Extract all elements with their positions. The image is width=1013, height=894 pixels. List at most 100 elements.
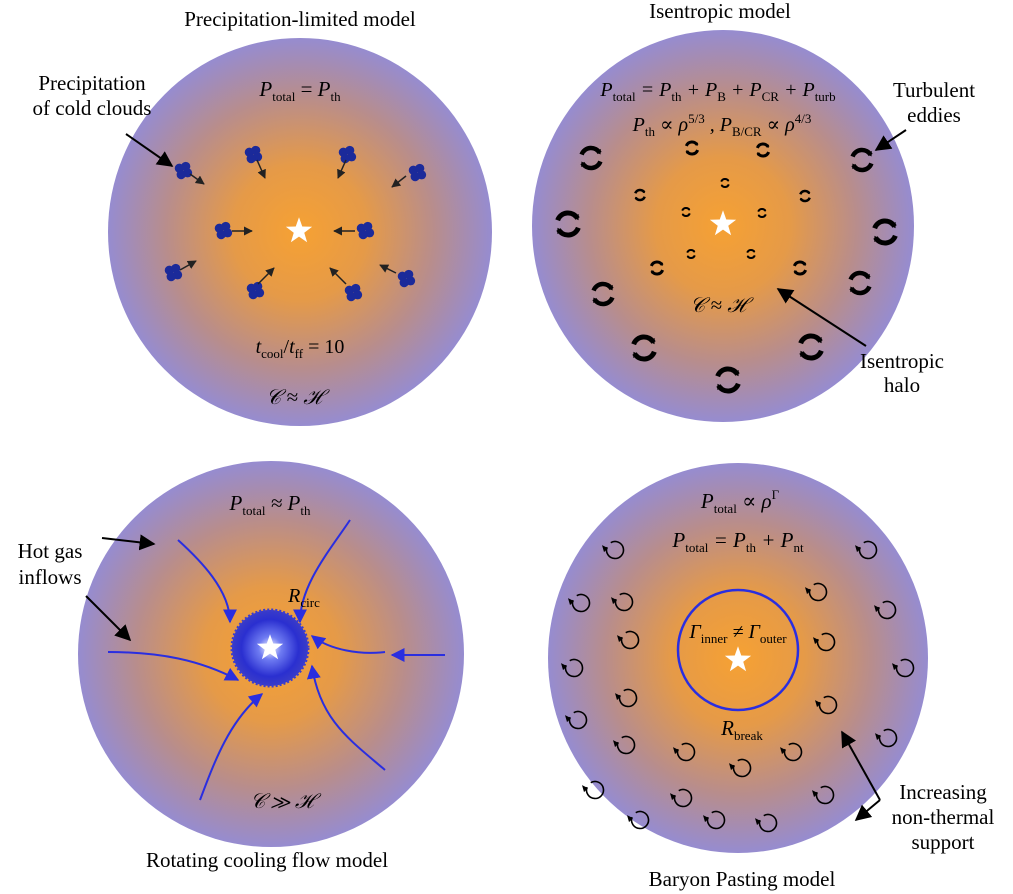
panel-baryon-pasting: Ptotal ∝ ρΓ Ptotal = Pth + Pnt Γinner ≠ … [548,463,994,891]
title-isentropic: Isentropic model [649,0,791,23]
eddy-icon [634,188,646,202]
inflow-stream [177,539,237,624]
inflow-stream [310,635,386,654]
gamma-inner-outer: Γinner ≠ Γouter [688,621,787,646]
eddy-icon [617,630,640,650]
eddy-icon [555,210,581,238]
eddy-icon [673,742,696,762]
eddy-icon [792,260,808,276]
callout-support-line3: support [912,830,975,854]
eddy-icon [874,600,897,620]
callout-arrow [125,133,174,167]
eddy-icon [615,688,638,708]
callout-inflows-line2: inflows [19,565,82,589]
eq-baryon-pressure: Ptotal = Pth + Pnt [671,528,804,555]
eddy-icon [561,658,584,678]
eddy-icon [805,582,828,602]
arrow [189,173,205,185]
eddy-icon [729,758,752,778]
eddy-icon [684,140,700,156]
eq-baryon-scaling: Ptotal ∝ ρΓ [700,487,780,516]
arrow [329,267,347,285]
eddy-icon [872,218,898,246]
eq-cooling-flow: Ptotal ≈ Pth [229,491,311,518]
turbulent-eddies [555,140,898,394]
callout-arrow [841,730,881,801]
balance-isentropic: 𝒞 ≈ ℋ [690,293,754,317]
eddy-icon [757,208,767,218]
eddy-icon [720,178,730,188]
eddy-icon [799,189,811,203]
arrow [379,264,397,274]
inflow-streams [107,519,445,801]
rcirc-label: Rcirc [287,585,320,610]
arrow [179,260,197,271]
eddy-icon [670,788,693,808]
title-baryon-pasting: Baryon Pasting model [649,867,836,891]
inflow-stream [306,664,386,771]
eddy-icon [850,147,874,173]
eddy-icon [755,813,778,833]
eddy-icon [892,658,915,678]
eddy-icon [649,260,665,276]
balance-precipitation: 𝒞 ≈ ℋ [266,385,330,409]
callout-support-line1: Increasing [899,780,987,804]
callout-arrow [101,534,156,551]
eddy-icon [875,728,898,748]
eddy-icon [755,142,771,158]
eddy-icon [591,281,615,307]
callout-halo-line1: Isentropic [860,349,944,373]
eddy-icon [565,710,588,730]
cooling-ratio: tcool/tff = 10 [256,336,345,361]
callout-clouds-line1: Precipitation [38,71,146,95]
eddy-icon [815,695,838,715]
inflow-stream [199,693,264,801]
eq-precipitation: Ptotal = Pth [258,77,341,104]
eddy-icon [798,333,824,361]
eddy-icon [568,593,591,613]
eddy-icon [631,334,657,362]
callout-eddies-line2: eddies [907,103,961,127]
callout-arrow [874,129,907,151]
eddy-icon [703,810,726,830]
callout-arrow [854,799,881,822]
arrow [256,159,266,179]
rbreak-label: Rbreak [720,716,763,743]
arrow [391,175,407,188]
inflow-stream [107,651,240,681]
callout-support-line2: non-thermal [892,805,995,829]
arrow [257,267,275,285]
eddy-icon [627,810,650,830]
cloud-arrows [179,159,407,285]
eddy-icon [715,366,741,394]
eddy-icon [746,249,756,259]
callout-arrow [776,288,867,347]
panel-isentropic: Isentropic model Ptotal = Pth + PB + PCR… [532,0,975,422]
eddy-icon [686,249,696,259]
inflow-stream [293,519,351,624]
panel-precipitation: Precipitation-limited model Ptotal = Pth [33,7,492,426]
eq-isentropic-pressure: Ptotal = Pth + PB + PCR + Pturb [599,79,835,104]
eddy-icon [582,780,605,800]
balance-cooling-flow: 𝒞 ≫ ℋ [250,789,322,813]
title-precipitation: Precipitation-limited model [184,7,416,31]
non-thermal-eddies [561,540,915,833]
callout-arrow [85,595,132,642]
eddy-icon [602,540,625,560]
callout-halo-line2: halo [884,373,920,397]
arrow [337,159,347,179]
callout-eddies-line1: Turbulent [893,78,975,102]
title-cooling-flow: Rotating cooling flow model [146,848,388,872]
break-radius [676,588,800,712]
eddy-icon [681,207,691,217]
eddy-icon [855,540,878,560]
callout-inflows-line1: Hot gas [18,539,83,563]
eddy-icon [611,592,634,612]
callout-clouds-line2: of cold clouds [33,96,152,120]
eddy-icon [613,735,636,755]
panel-cooling-flow: Ptotal ≈ Pth Rcirc 𝒞 ≫ ℋ Rotating coolin… [18,461,464,872]
eddy-icon [780,742,803,762]
eddy-icon [813,632,836,652]
eq-isentropic-scaling: Pth ∝ ρ5/3 , PB/CR ∝ ρ4/3 [632,111,812,139]
